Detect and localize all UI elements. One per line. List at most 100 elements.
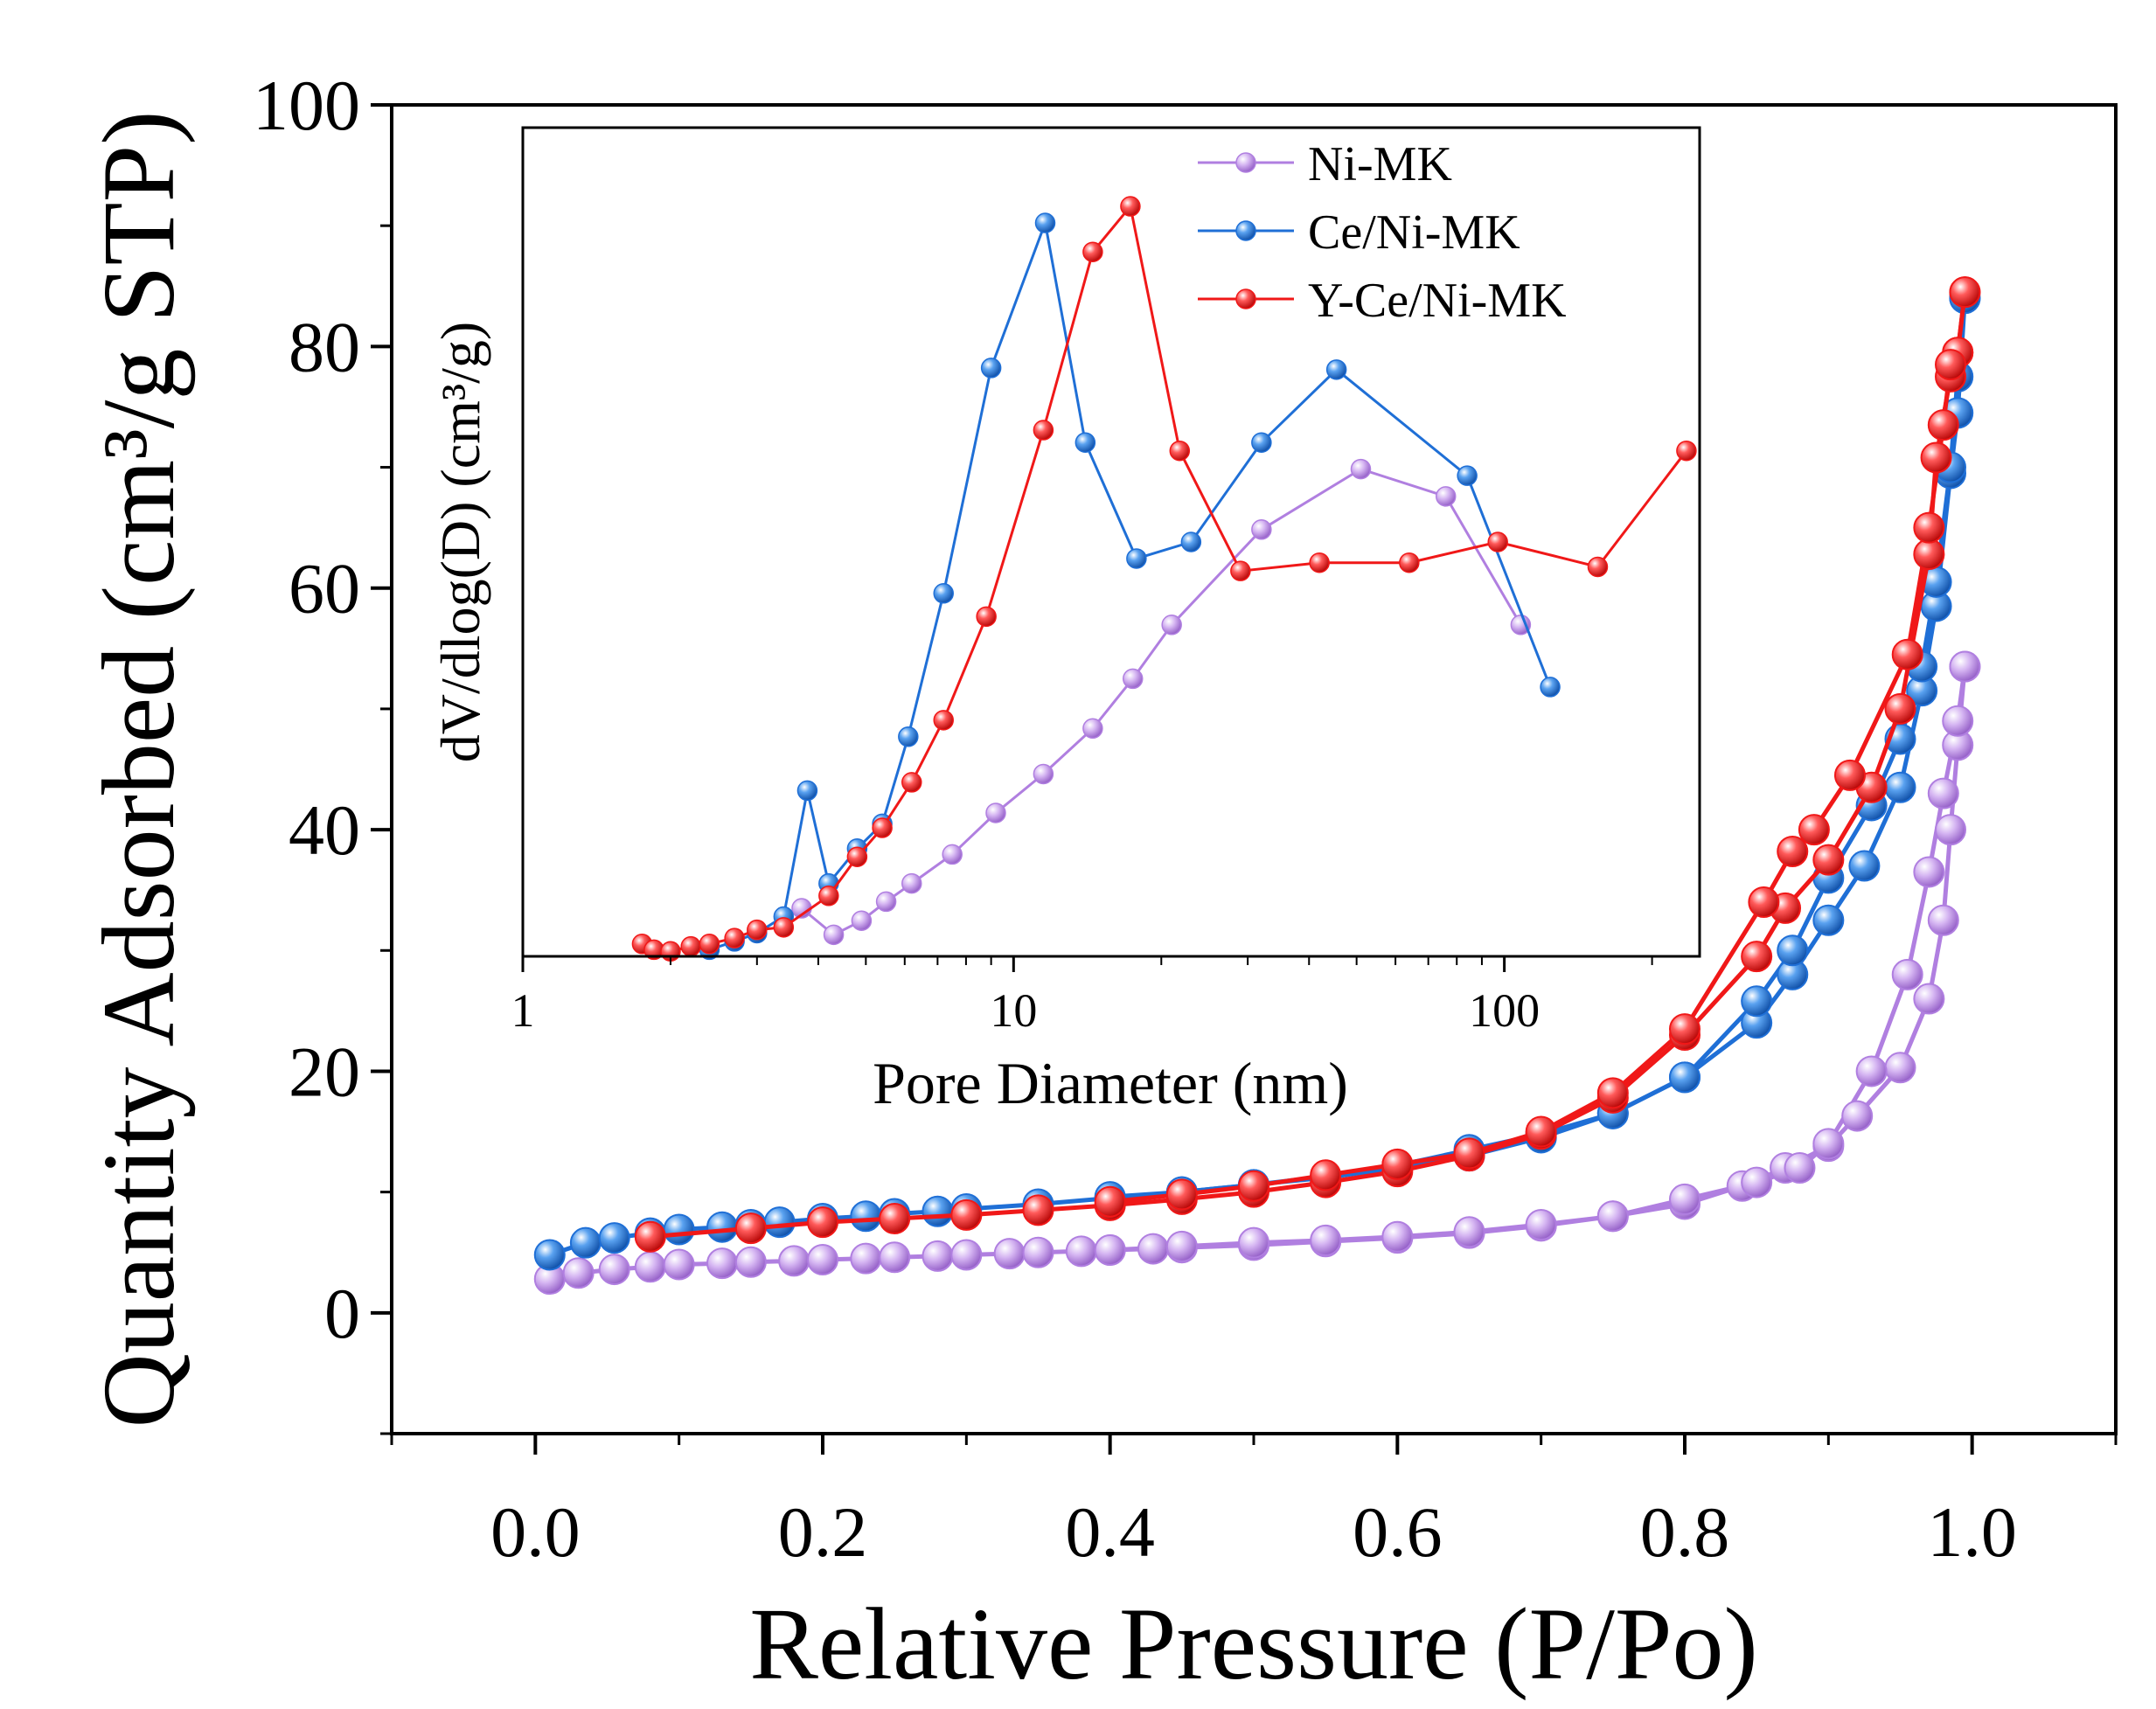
data-point: [1094, 1233, 1126, 1266]
data-point: [1913, 538, 1945, 571]
data-point: [663, 1248, 695, 1281]
data-point: [1949, 650, 1981, 683]
inset-data-point: [1435, 486, 1457, 507]
y-tick-label: 0: [324, 1274, 360, 1353]
inset-data-layer: [631, 196, 1697, 962]
data-point: [778, 1245, 810, 1277]
data-point: [922, 1240, 954, 1272]
data-point: [1884, 692, 1916, 725]
data-point: [734, 1212, 767, 1245]
inset-data-point: [846, 846, 868, 867]
data-point: [1137, 1233, 1169, 1265]
data-point: [1165, 1178, 1198, 1211]
legend-item-y-ce-ni-mk: Y-Ce/Ni-MK: [1198, 274, 1567, 328]
legend-marker: [1235, 288, 1256, 309]
x-tick-label: 0.6: [1353, 1492, 1443, 1572]
inset-series-ni-mk: [791, 458, 1532, 946]
inset-data-point: [1082, 718, 1103, 740]
data-point: [1165, 1230, 1198, 1262]
inset-data-point: [1309, 552, 1330, 573]
inset-data-point: [1082, 241, 1103, 262]
data-point: [1238, 1226, 1269, 1259]
inset-data-point: [823, 924, 845, 946]
inset-series-y-ce-ni-mk: [631, 196, 1697, 962]
inset-data-point: [985, 802, 1006, 823]
data-point: [1855, 1055, 1888, 1087]
data-point: [1927, 904, 1959, 936]
data-point: [1913, 983, 1945, 1015]
data-point: [993, 1238, 1026, 1270]
x-tick-label: 0.4: [1065, 1492, 1155, 1572]
legend-label: Y-Ce/Ni-MK: [1308, 274, 1567, 328]
inset-x-ticks: 1 10 100: [511, 956, 1653, 1037]
inset-data-point: [796, 780, 818, 802]
data-point: [1891, 958, 1923, 990]
data-point: [1927, 777, 1959, 809]
inset-data-point: [1325, 359, 1347, 380]
data-point: [1022, 1194, 1054, 1226]
inset-data-point: [1457, 465, 1478, 486]
data-point: [1596, 1077, 1629, 1109]
legend-marker: [1235, 220, 1256, 241]
main-data-layer: [533, 276, 1981, 1296]
inset-data-point: [933, 710, 954, 731]
y-tick-label: 100: [253, 66, 360, 145]
data-point: [1741, 985, 1773, 1018]
inset-data-point: [980, 358, 1002, 379]
data-point: [1935, 814, 1967, 846]
data-point: [562, 1257, 595, 1289]
data-point: [1913, 856, 1945, 888]
inset-y-axis-label: dV/dlog(D) (cm³/g): [429, 322, 491, 762]
series-ni-mk: [533, 650, 1981, 1296]
y-tick-label: 80: [289, 307, 360, 386]
data-point: [1022, 1236, 1054, 1268]
data-point: [1669, 1061, 1700, 1094]
x-tick-label: 0.0: [490, 1492, 581, 1572]
data-point: [598, 1222, 630, 1254]
series-y-ce-ni-mk: [634, 276, 1981, 1253]
data-point: [1784, 1152, 1816, 1184]
data-point: [1669, 1013, 1700, 1046]
inset-background: [523, 128, 1700, 956]
data-point: [533, 1239, 566, 1271]
inset-data-point: [1180, 531, 1202, 552]
inset-data-point: [1033, 763, 1054, 785]
inset-data-point: [699, 934, 720, 955]
main-plot: 0.0 0.2 0.4 0.6 0.8 1.0 0 20 40 60 80 100 Relative…: [81, 66, 2118, 1701]
main-x-axis-label: Relative Pressure (P/Po): [749, 1587, 1758, 1701]
data-point: [1741, 941, 1773, 973]
data-point: [950, 1239, 983, 1271]
data-point: [1748, 886, 1780, 918]
legend-marker: [1235, 152, 1256, 173]
data-point: [1381, 1220, 1414, 1253]
data-point: [1812, 904, 1845, 936]
data-point: [879, 1241, 911, 1274]
data-point: [1913, 511, 1945, 544]
data-point: [634, 1251, 666, 1283]
legend-item-ce-ni-mk: Ce/Ni-MK: [1198, 205, 1520, 260]
data-point: [1238, 1170, 1269, 1202]
data-point: [1949, 276, 1981, 309]
data-point: [850, 1200, 882, 1233]
inset-data-point: [680, 935, 701, 957]
data-point: [1777, 835, 1809, 867]
data-point: [1848, 850, 1881, 882]
data-point: [807, 1206, 838, 1239]
data-point: [1812, 1128, 1845, 1160]
data-point: [1927, 409, 1959, 441]
inset-data-point: [1251, 519, 1272, 540]
inset-data-point: [898, 726, 919, 747]
data-point: [1942, 705, 1974, 737]
data-point: [1884, 1052, 1916, 1084]
inset-data-point: [1399, 552, 1420, 573]
inset-x-tick-label: 10: [990, 984, 1037, 1037]
data-point: [1525, 1115, 1557, 1148]
x-tick-label: 0.8: [1640, 1492, 1730, 1572]
inset-data-point: [1120, 196, 1141, 217]
data-point: [1812, 844, 1845, 876]
legend-label: Ni-MK: [1308, 137, 1452, 191]
data-point: [1525, 1208, 1557, 1240]
inset-data-point: [872, 817, 893, 838]
inset-data-point: [724, 927, 745, 948]
inset-data-point: [933, 583, 954, 604]
